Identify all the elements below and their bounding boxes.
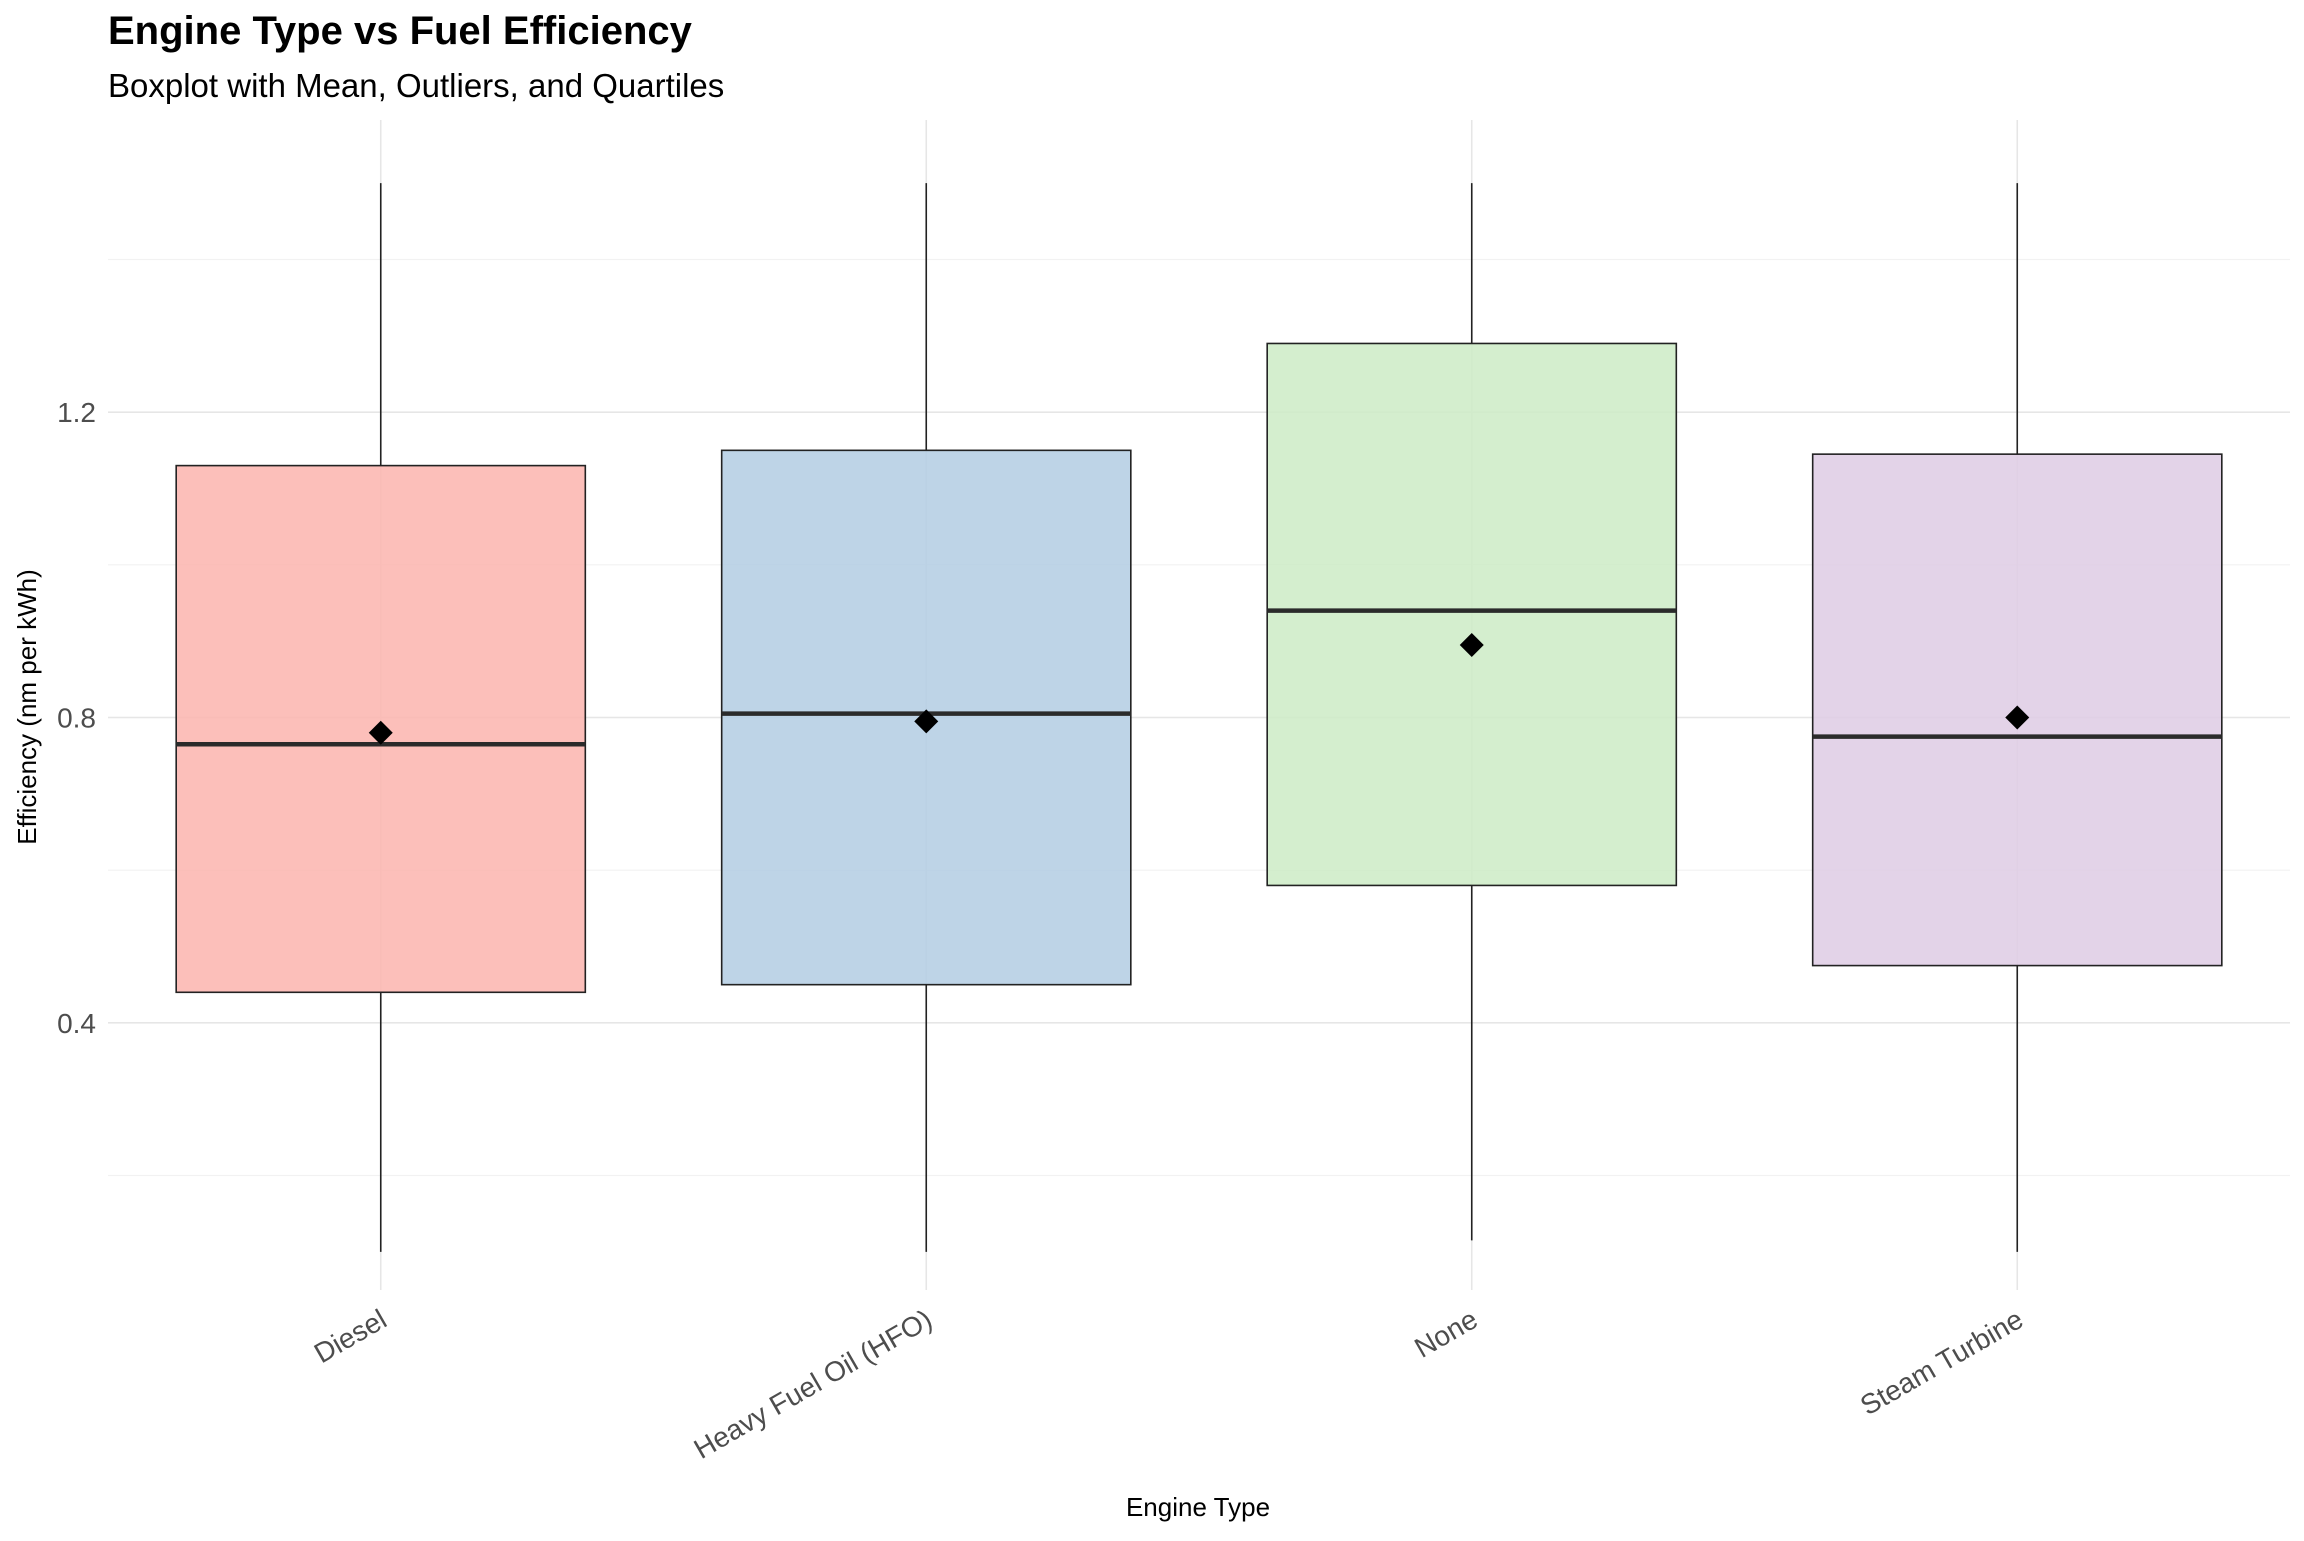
x-tick-label: Heavy Fuel Oil (HFO) [689, 1303, 938, 1464]
box-group [1811, 183, 2223, 1252]
y-tick-label: 0.4 [57, 1008, 96, 1039]
y-tick-label: 1.2 [57, 397, 96, 428]
mean-marker [1459, 632, 1484, 657]
mean-marker [368, 720, 393, 745]
x-axis-title: Engine Type [1126, 1492, 1270, 1522]
box-iqr [1266, 342, 1678, 887]
x-tick-label: None [1409, 1303, 1482, 1363]
x-tick-label: Steam Turbine [1855, 1303, 2028, 1421]
box-group [175, 183, 587, 1252]
box-group [720, 183, 1132, 1252]
box-group [1266, 183, 1678, 1241]
chart-title: Engine Type vs Fuel Efficiency [108, 9, 693, 53]
y-axis-title: Efficiency (nm per kWh) [12, 569, 42, 844]
chart-subtitle: Boxplot with Mean, Outliers, and Quartil… [108, 67, 724, 104]
mean-marker [914, 709, 939, 734]
mean-marker [2005, 705, 2030, 730]
x-tick-label: Diesel [309, 1303, 392, 1369]
y-tick-label: 0.8 [57, 703, 96, 734]
